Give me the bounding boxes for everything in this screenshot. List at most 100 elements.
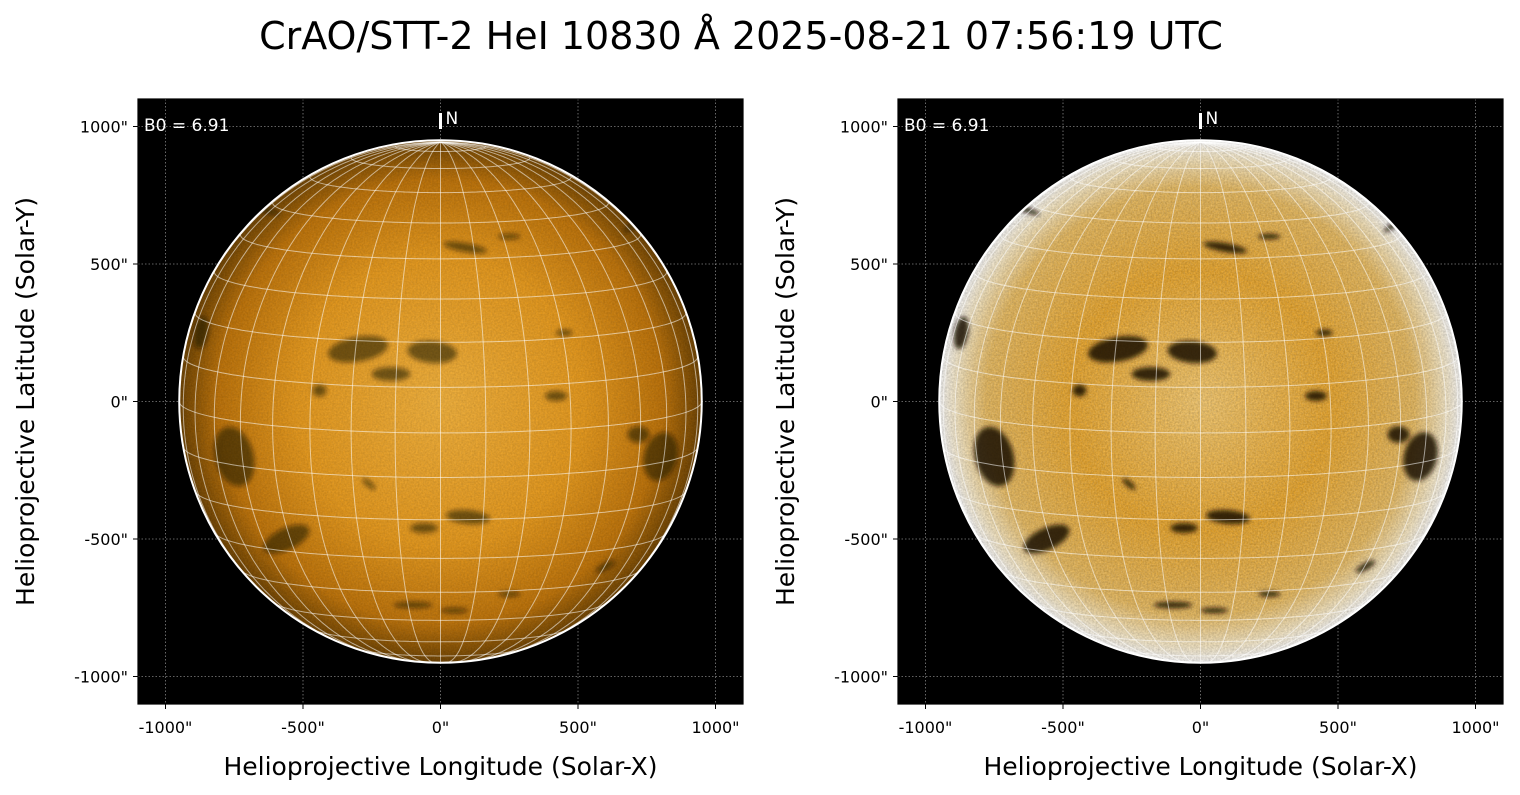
grid-line — [999, 141, 1201, 660]
grid-line — [350, 141, 441, 663]
y-tick-label: 0" — [870, 393, 888, 412]
dark-filament — [443, 241, 487, 254]
grid-line — [440, 141, 531, 663]
solar-limb — [938, 139, 1463, 664]
dark-filament — [1403, 432, 1438, 481]
dark-filament — [643, 432, 678, 481]
grid-line — [1069, 141, 1201, 663]
y-tick-label: -500" — [84, 530, 128, 549]
b0-label: B0 = 6.91 — [144, 116, 229, 136]
grid-line — [440, 141, 487, 663]
grid-line — [1200, 141, 1247, 663]
y-tick-label: -1000" — [834, 668, 888, 687]
heliographic-grid — [939, 141, 1462, 663]
x-tick-label: 500" — [1319, 718, 1357, 737]
x-tick-label: -1000" — [139, 718, 193, 737]
dark-filament — [1167, 340, 1217, 364]
grid-line — [182, 141, 441, 615]
grid-line — [440, 141, 668, 658]
y-tick-label: -500" — [844, 530, 888, 549]
dark-filament — [1203, 241, 1247, 254]
dark-filament — [1316, 329, 1333, 337]
x-axis-label: Helioprojective Longitude (Solar-X) — [223, 752, 657, 781]
grid-line — [239, 141, 441, 660]
y-axis-label: Helioprojective Latitude (Solar-Y) — [11, 197, 40, 606]
dark-filament — [362, 478, 376, 490]
dark-filament — [627, 426, 650, 443]
dark-filament — [1305, 391, 1327, 401]
y-tick-label: 500" — [850, 255, 888, 274]
dark-filament — [440, 607, 468, 614]
dark-filament — [1153, 601, 1193, 609]
solar-limb — [178, 139, 703, 664]
grid-line — [942, 141, 1201, 615]
dark-filament — [595, 560, 616, 573]
y-tick-label: 1000" — [840, 118, 888, 137]
grid-line — [1200, 141, 1459, 615]
dark-filament — [545, 391, 567, 401]
dark-filament — [312, 384, 327, 397]
dark-filament — [556, 329, 573, 337]
dark-filament — [1023, 524, 1070, 554]
grid-line — [1200, 141, 1369, 662]
dark-filament — [953, 316, 969, 350]
panels-root: N B0 = 6.91 -1000" -500" 0" 500" 1000" 1000" 500… — [11, 98, 1504, 781]
grid-line — [1200, 141, 1332, 663]
dark-filament — [328, 335, 388, 363]
dark-filament — [1170, 523, 1198, 533]
dark-filament — [1206, 509, 1250, 525]
dark-filament — [407, 340, 457, 364]
grid-line — [394, 141, 441, 663]
dark-filament — [446, 509, 490, 525]
x-axis-label: Helioprojective Longitude (Solar-X) — [983, 752, 1417, 781]
dark-filament — [1072, 384, 1087, 397]
dark-features — [193, 202, 678, 614]
x-tick-label: 1000" — [1451, 718, 1499, 737]
solar-panel-2: N B0 = 6.91 -1000" -500" 0" 500" 1000" 1000" 500… — [771, 98, 1504, 781]
grid-line — [194, 141, 441, 650]
grid-line — [213, 141, 441, 658]
grid-line — [309, 141, 441, 663]
dark-filament — [1258, 591, 1281, 597]
y-tick-label: 1000" — [80, 118, 128, 137]
x-tick-label: -500" — [281, 718, 325, 737]
grid-line — [1200, 141, 1447, 650]
figure-title: CrAO/STT-2 HeI 10830 Å 2025-08-21 07:56:… — [259, 14, 1223, 58]
x-tick-label: 500" — [559, 718, 597, 737]
dark-filament — [1387, 426, 1410, 443]
dark-filament — [498, 591, 521, 597]
dark-filament — [1122, 478, 1136, 490]
north-marker-label: N — [446, 109, 459, 129]
grid-line — [1200, 141, 1428, 658]
dark-filament — [263, 524, 310, 554]
dark-filament — [1131, 367, 1171, 381]
grid-line — [954, 141, 1201, 650]
dark-filament — [1258, 233, 1281, 240]
grid-line — [1110, 141, 1201, 663]
grid-line — [973, 141, 1201, 658]
y-tick-label: 0" — [110, 393, 128, 412]
y-tick-label: -1000" — [74, 668, 128, 687]
x-tick-label: -500" — [1041, 718, 1085, 737]
grid-line — [272, 141, 441, 662]
dark-filament — [371, 367, 411, 381]
grid-line — [1200, 141, 1291, 663]
x-tick-label: 0" — [1192, 718, 1210, 737]
y-tick-label: 500" — [90, 255, 128, 274]
grid-line — [1154, 141, 1201, 663]
grid-line — [440, 141, 687, 650]
grid-line — [440, 141, 642, 660]
b0-label: B0 = 6.91 — [904, 116, 989, 136]
x-tick-label: 0" — [432, 718, 450, 737]
solar-panel-1: N B0 = 6.91 -1000" -500" 0" 500" 1000" 1000" 500… — [11, 98, 744, 781]
dark-filament — [498, 233, 521, 240]
dark-filament — [1088, 335, 1148, 363]
grid-line — [440, 141, 572, 663]
y-axis-label: Helioprojective Latitude (Solar-Y) — [771, 197, 800, 606]
x-tick-label: 1000" — [691, 718, 739, 737]
dark-filament — [393, 601, 433, 609]
grid-line — [1200, 141, 1402, 660]
grid-line — [1032, 141, 1201, 662]
dark-filament — [193, 316, 209, 350]
